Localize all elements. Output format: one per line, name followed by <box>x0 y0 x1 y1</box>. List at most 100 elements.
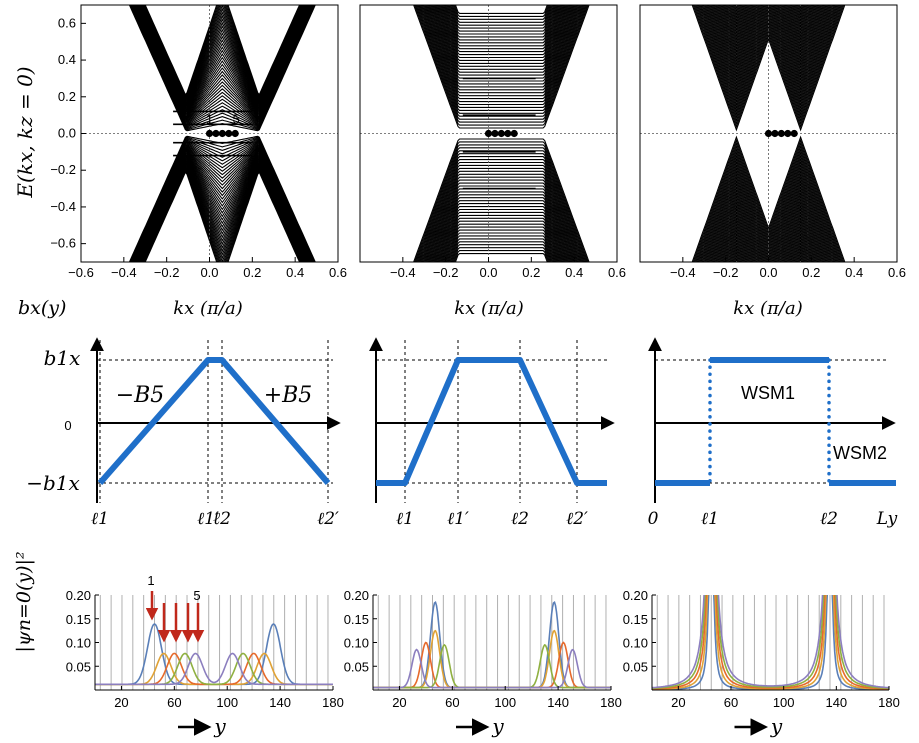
band-line <box>415 144 588 262</box>
band-line <box>692 138 845 262</box>
series-line <box>652 595 889 690</box>
band-line <box>444 223 559 262</box>
position-label: ℓ2 <box>511 509 529 529</box>
x-tick-label: 60 <box>724 695 738 710</box>
band-line <box>702 5 835 101</box>
row1-xlabel-3: kx (π/a) <box>733 298 802 319</box>
band-line <box>432 191 571 262</box>
series-line <box>652 595 889 690</box>
zero-mode-dot <box>764 129 773 138</box>
band-line <box>423 167 579 262</box>
x-tick-label: 20 <box>671 695 685 710</box>
x-tick-label: 60 <box>167 695 181 710</box>
row2-ylabel: bx(y) <box>18 297 66 319</box>
series-line <box>95 652 333 686</box>
row1-ylabel: E(kx, kz = 0) <box>13 66 37 198</box>
band-line <box>698 5 839 113</box>
zero-mode-label-first: 1 <box>206 112 213 127</box>
band-line <box>421 5 582 106</box>
zero-mode-dot <box>784 129 792 138</box>
x-tick-label: −0.4 <box>111 265 137 280</box>
x-tick-label: 180 <box>600 695 622 710</box>
profile-right-label: +B5 <box>264 383 313 408</box>
series-line <box>652 595 889 690</box>
wavefunction-lines <box>652 595 889 690</box>
y-tick-label: 0.15 <box>623 612 648 627</box>
zero-mode-dot <box>497 129 505 138</box>
band-line <box>420 159 583 262</box>
band-line <box>692 5 845 129</box>
y-tick-label: 0.4 <box>58 52 76 67</box>
x-tick-label: 20 <box>392 695 406 710</box>
zero-mode-dot <box>205 129 214 138</box>
row3-xlabel: y <box>770 714 783 738</box>
y-tick-label: −0.4 <box>50 199 76 214</box>
band-line <box>413 5 590 129</box>
x-tick-label: 0.2 <box>522 265 540 280</box>
zero-mode-dot <box>790 129 798 138</box>
band-line <box>446 5 557 38</box>
band-line <box>436 5 567 64</box>
wavefunction-panel-1: 0.20 0.15 0.10 0.05 20 60 100 140 180 y 1 5 <box>66 573 344 738</box>
band-line <box>452 247 550 262</box>
x-tick-label: −0.2 <box>433 265 459 280</box>
row1-xlabel-1: kx (π/a) <box>173 298 242 319</box>
position-label: 0 <box>648 509 659 529</box>
series-line <box>95 623 333 686</box>
position-label: ℓ1′ <box>447 509 469 529</box>
x-tick-label: −0.2 <box>154 265 180 280</box>
y-tick-label: 0.20 <box>66 588 91 603</box>
wavefunction-panel-3: 0.20 0.15 0.10 0.05 20 60 100 140 180 y <box>623 588 900 738</box>
band-line <box>424 5 578 97</box>
x-tick-label: 180 <box>322 695 344 710</box>
profile-panel-2: ℓ1 ℓ1′ ℓ2 ℓ2′ <box>369 337 615 529</box>
band-line <box>425 5 577 94</box>
x-tick-label: 0.6 <box>888 265 906 280</box>
band-line <box>696 148 841 262</box>
y-tick-label: −0.6 <box>50 236 76 251</box>
band-line <box>440 5 562 53</box>
row3-ylabel: |ψn=0(y)|² <box>13 551 35 652</box>
y-tick-label: 0.10 <box>623 636 648 651</box>
band-line <box>453 5 549 17</box>
band-line <box>417 150 586 262</box>
profile-panel-1: ℓ1 ℓ1′ℓ2 ℓ2′ −B5 +B5 <box>90 337 341 529</box>
band-panel-2: −0.4 −0.2 0.0 0.2 0.4 0.6 <box>359 4 626 280</box>
band-line <box>429 5 574 85</box>
y-tick-label: 0.10 <box>344 636 369 651</box>
zero-mode-dot <box>491 129 499 138</box>
y-tick-label: 0.15 <box>66 612 91 627</box>
band-line <box>419 156 584 262</box>
x-tick-label: 0.2 <box>802 265 820 280</box>
wavefunction-lines <box>95 623 333 686</box>
band-line <box>429 182 574 262</box>
x-tick-label: 100 <box>216 695 238 710</box>
x-tick-label: −0.4 <box>390 265 416 280</box>
band-line <box>420 5 583 108</box>
y-tick-label: −0.2 <box>50 162 76 177</box>
band-line <box>694 144 843 262</box>
band-line <box>416 5 587 120</box>
band-line <box>441 5 561 50</box>
series-line <box>373 648 611 689</box>
x-tick-label: 140 <box>825 695 847 710</box>
wsm1-label: WSM1 <box>741 383 795 403</box>
profile-panel-3: 0 ℓ1 ℓ2 Ly WSM1 WSM2 <box>648 337 898 529</box>
band-line <box>435 200 568 262</box>
band-line <box>142 167 302 262</box>
x-tick-label: 140 <box>547 695 569 710</box>
x-tick-label: −0.6 <box>68 265 94 280</box>
band-line <box>424 170 578 262</box>
y-tick-label: 0.15 <box>344 612 369 627</box>
position-label: ℓ2 <box>820 509 838 529</box>
y-tick-label: 0.10 <box>66 636 91 651</box>
band-line <box>449 5 554 29</box>
zero-mode-dot <box>225 129 233 138</box>
band-line <box>428 179 575 262</box>
row3-xlabel: y <box>491 714 504 738</box>
zero-mode-dot <box>771 129 779 138</box>
y-tick-label: 0.05 <box>344 659 369 674</box>
band-line <box>445 226 558 262</box>
